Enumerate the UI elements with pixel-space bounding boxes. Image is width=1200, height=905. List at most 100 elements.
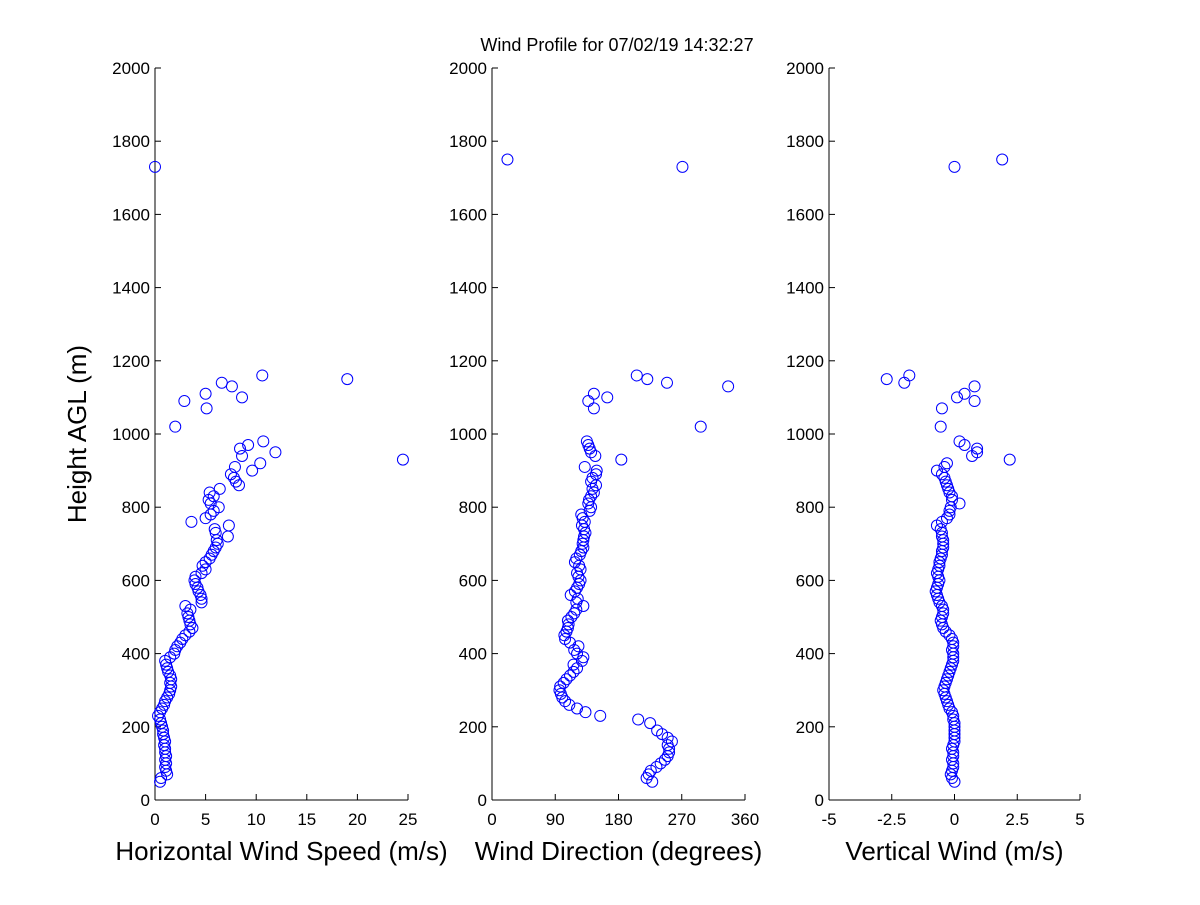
data-point	[996, 153, 1009, 166]
data-point	[571, 647, 584, 660]
data-point	[234, 442, 247, 455]
figure-title: Wind Profile for 07/02/19 14:32:27	[480, 35, 753, 55]
data-point	[676, 160, 689, 173]
data-point	[232, 479, 245, 492]
data-point	[567, 658, 580, 671]
data-point	[945, 490, 958, 503]
data-point	[935, 600, 948, 613]
data-point	[576, 537, 589, 550]
data-point	[933, 559, 946, 572]
data-point	[195, 596, 208, 609]
data-point	[582, 497, 595, 510]
data-point	[937, 607, 950, 620]
data-point	[171, 640, 184, 653]
data-point	[559, 632, 572, 645]
x-tick-label: 90	[546, 810, 565, 829]
data-point	[227, 471, 240, 484]
y-tick-label: 2000	[786, 59, 824, 78]
x-tick-label: 180	[604, 810, 632, 829]
data-point	[953, 435, 966, 448]
data-point	[640, 772, 653, 785]
y-tick-label: 1800	[449, 132, 487, 151]
data-point	[654, 757, 667, 770]
data-point	[571, 702, 584, 715]
data-point	[630, 369, 643, 382]
y-tick-label: 400	[459, 645, 487, 664]
data-point	[155, 772, 168, 785]
data-point	[644, 717, 657, 730]
data-point	[953, 497, 966, 510]
data-point	[200, 402, 213, 415]
data-point	[694, 420, 707, 433]
x-axis-label: Wind Direction (degrees)	[475, 836, 763, 866]
data-point	[947, 640, 960, 653]
y-tick-label: 1000	[449, 425, 487, 444]
data-point	[660, 376, 673, 389]
data-point	[257, 435, 270, 448]
data-point	[615, 453, 628, 466]
data-point	[948, 775, 961, 788]
data-point	[958, 387, 971, 400]
data-point	[579, 706, 592, 719]
data-point	[224, 468, 237, 481]
data-point	[903, 369, 916, 382]
y-tick-label: 1000	[786, 425, 824, 444]
data-point	[968, 380, 981, 393]
data-point	[254, 457, 267, 470]
data-point	[209, 526, 222, 539]
data-point	[188, 574, 201, 587]
data-point	[935, 530, 948, 543]
data-point	[269, 446, 282, 459]
y-tick-label: 2000	[112, 59, 150, 78]
data-point	[553, 684, 566, 697]
data-point	[587, 402, 600, 415]
y-tick-label: 800	[459, 498, 487, 517]
y-tick-label: 400	[122, 645, 150, 664]
data-point	[601, 391, 614, 404]
data-point	[722, 380, 735, 393]
y-tick-label: 200	[796, 718, 824, 737]
data-point	[944, 501, 957, 514]
data-point	[563, 698, 576, 711]
data-point	[577, 651, 590, 664]
data-point	[945, 493, 958, 506]
data-point	[558, 629, 571, 642]
y-tick-label: 200	[459, 718, 487, 737]
data-point	[396, 453, 409, 466]
data-point	[560, 673, 573, 686]
data-point	[572, 640, 585, 653]
data-point	[577, 600, 590, 613]
data-point	[236, 391, 249, 404]
data-point	[575, 508, 588, 521]
data-point	[208, 523, 221, 536]
data-point	[155, 717, 168, 730]
data-point	[149, 160, 161, 173]
data-point	[341, 373, 354, 386]
y-tick-label: 1800	[786, 132, 824, 151]
data-point	[195, 567, 208, 580]
data-point	[578, 460, 591, 473]
data-point	[161, 768, 174, 781]
data-point	[561, 614, 574, 627]
data-point	[971, 446, 984, 459]
data-point	[945, 706, 958, 719]
data-point	[228, 460, 241, 473]
x-tick-label: -5	[821, 810, 836, 829]
data-point	[501, 153, 514, 166]
y-tick-label: 1600	[786, 205, 824, 224]
data-point	[225, 380, 238, 393]
subplot-2: 0 200 400 600 800 1000 1200 1400 1600 1800 2000 0 90…	[449, 59, 762, 866]
data-point	[665, 735, 678, 748]
x-tick-label: 25	[399, 810, 418, 829]
data-point	[179, 629, 192, 642]
data-point	[199, 563, 212, 576]
y-tick-label: 1200	[786, 352, 824, 371]
data-point	[559, 695, 572, 708]
y-tick-label: 0	[478, 791, 487, 810]
data-point	[632, 713, 645, 726]
y-tick-label: 1600	[112, 205, 150, 224]
data-point	[571, 592, 584, 605]
data-point	[568, 643, 581, 656]
data-point	[658, 753, 671, 766]
y-tick-label: 1400	[449, 279, 487, 298]
